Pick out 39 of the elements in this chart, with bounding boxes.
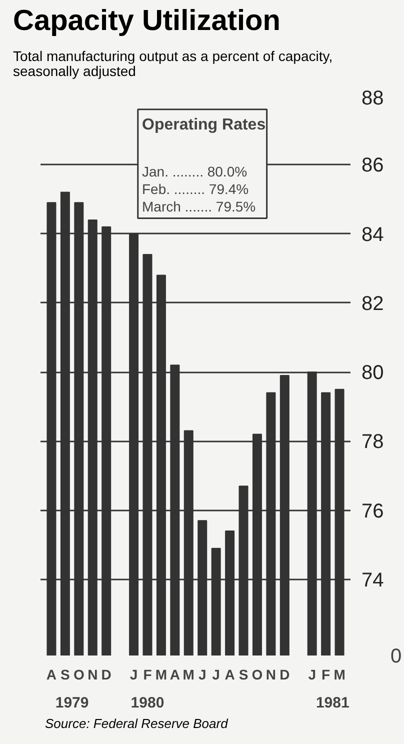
x-tick-label: O: [73, 666, 84, 682]
y-tick-label: 74: [362, 569, 384, 592]
x-tick-label: F: [322, 666, 331, 682]
x-tick-label: A: [224, 666, 235, 682]
x-tick-label: J: [130, 666, 138, 682]
x-tick-label: N: [266, 666, 276, 682]
y-tick-label: 80: [362, 362, 384, 384]
x-tick-label: J: [308, 666, 316, 682]
x-tick-label: M: [182, 666, 194, 682]
x-tick-label: S: [238, 666, 248, 682]
text: 1980: [130, 694, 164, 712]
chart-title: Capacity Utilization: [13, 5, 280, 37]
y-tick-label: 76: [362, 500, 384, 522]
y-tick-label: 78: [362, 431, 384, 454]
y-tick-label: 88: [362, 88, 384, 110]
text: 0: [390, 646, 402, 668]
x-tick-label: O: [252, 666, 263, 682]
x-tick-label: S: [60, 666, 70, 682]
source-note: Source: Federal Reserve Board: [45, 715, 228, 733]
y-tick-label: 82: [362, 292, 384, 315]
x-tick-label: D: [101, 666, 112, 682]
chart-subtitle: Total manufacturing output as a percent of capacity, seasonally adjusted: [13, 48, 334, 79]
x-tick-label: N: [88, 666, 98, 682]
x-tick-label: J: [212, 666, 220, 682]
x-tick-label: A: [46, 666, 57, 682]
annotation: Jan. ........ 80.0%: [142, 164, 248, 180]
text: 1979: [55, 694, 89, 712]
x-tick-label: A: [170, 666, 180, 682]
x-tick-label: M: [155, 666, 168, 682]
annotation: Feb. ........ 79.4%: [142, 181, 249, 198]
text: 1981: [316, 694, 350, 712]
annotation: March ....... 79.5%: [142, 198, 256, 215]
y-tick-label: 86: [362, 154, 384, 177]
y-tick-label: 84: [362, 224, 384, 246]
x-tick-label: J: [198, 666, 206, 682]
x-tick-label: M: [334, 666, 346, 682]
annotation: Operating Rates: [142, 116, 266, 134]
x-tick-label: F: [143, 666, 152, 682]
x-tick-label: D: [280, 666, 290, 682]
